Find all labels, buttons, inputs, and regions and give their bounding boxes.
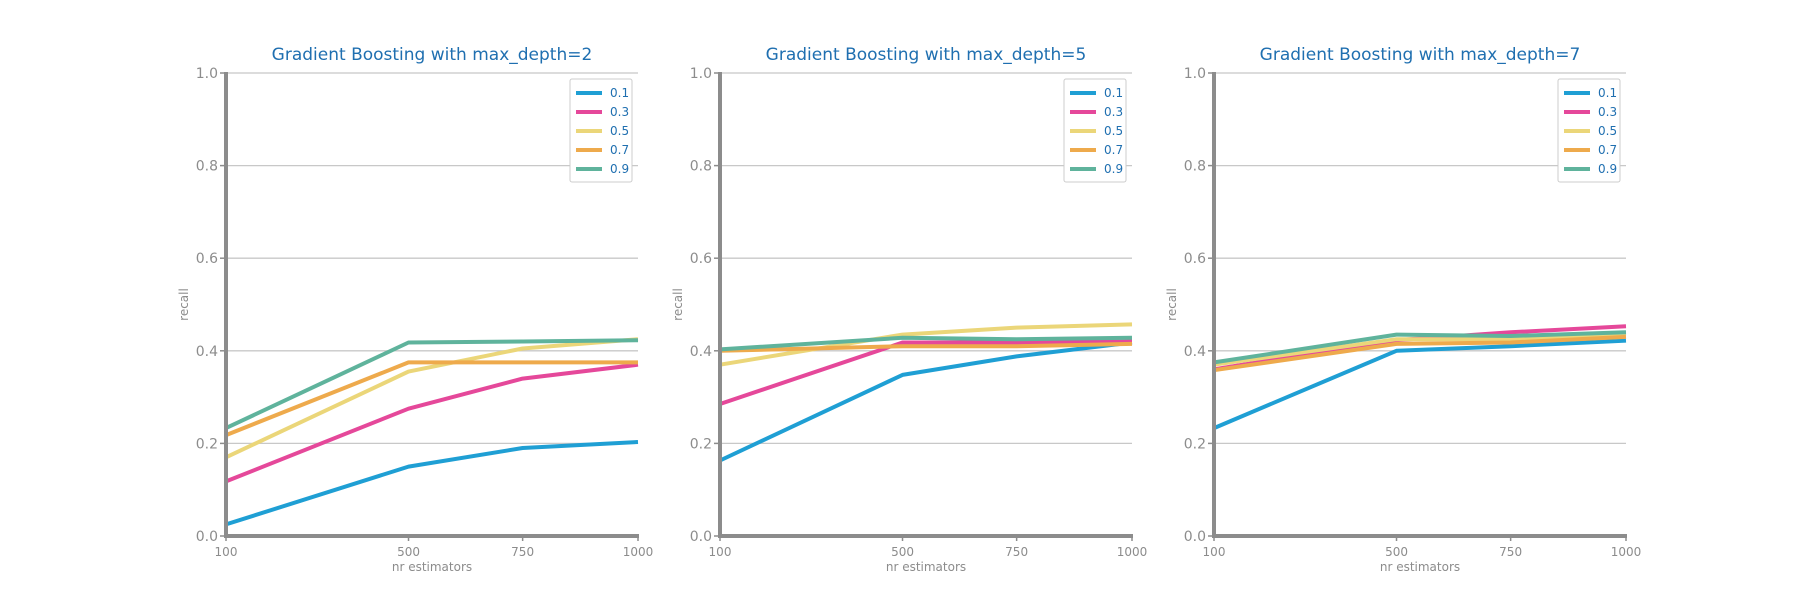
legend-label: 0.9 <box>610 162 629 176</box>
x-tick-label: 1000 <box>1611 545 1642 559</box>
y-axis-label: recall <box>1165 288 1179 321</box>
x-tick-label: 1000 <box>623 545 654 559</box>
x-tick-label: 100 <box>1203 545 1226 559</box>
y-tick-label: 0.6 <box>690 251 712 267</box>
legend-label: 0.1 <box>1104 86 1123 100</box>
legend-label: 0.9 <box>1104 162 1123 176</box>
legend-label: 0.3 <box>1598 105 1617 119</box>
x-tick-label: 1000 <box>1117 545 1148 559</box>
x-axis-label: nr estimators <box>392 560 472 574</box>
legend-label: 0.7 <box>1104 143 1123 157</box>
x-tick-label: 100 <box>709 545 732 559</box>
legend-label: 0.9 <box>1598 162 1617 176</box>
x-tick-label: 100 <box>215 545 238 559</box>
legend-label: 0.1 <box>610 86 629 100</box>
series-line-0.9 <box>1213 330 1627 365</box>
y-tick-label: 1.0 <box>196 66 218 82</box>
chart-panel-2: Gradient Boosting with max_depth=5 0.0 0.2… <box>671 45 1147 574</box>
x-tick-label: 750 <box>1499 545 1522 559</box>
legend-label: 0.7 <box>610 143 629 157</box>
y-tick-label: 0.6 <box>1184 251 1206 267</box>
y-axis-label: recall <box>177 288 191 321</box>
y-tick-label: 0.8 <box>196 159 218 175</box>
chart-panel-1: Gradient Boosting with max_depth=2 0.0 0.2… <box>177 45 653 574</box>
y-tick-label: 0.4 <box>1184 344 1206 360</box>
x-tick-label: 500 <box>397 545 420 559</box>
y-tick-label: 0.4 <box>690 344 712 360</box>
legend-label: 0.5 <box>1598 124 1617 138</box>
series-line-0.1 <box>719 340 1133 463</box>
series-line-0.9 <box>225 338 639 430</box>
series-line-0.7 <box>1213 334 1627 373</box>
series-line-0.3 <box>225 362 639 484</box>
series-line-0.1 <box>1213 338 1627 430</box>
y-tick-label: 0.8 <box>690 159 712 175</box>
legend-label: 0.3 <box>610 105 629 119</box>
y-axis-label: recall <box>671 288 685 321</box>
x-axis-label: nr estimators <box>1380 560 1460 574</box>
series-line-0.5 <box>1213 331 1627 367</box>
y-tick-label: 0.0 <box>196 529 218 545</box>
chart-title: Gradient Boosting with max_depth=7 <box>1260 45 1581 65</box>
x-tick-label: 750 <box>511 545 534 559</box>
legend-label: 0.5 <box>1104 124 1123 138</box>
legend-label: 0.7 <box>1598 143 1617 157</box>
series-line-0.9 <box>719 335 1133 352</box>
y-tick-label: 1.0 <box>690 66 712 82</box>
series-line-0.1 <box>225 440 639 527</box>
legend-label: 0.5 <box>610 124 629 138</box>
y-tick-label: 0.0 <box>690 529 712 545</box>
y-tick-label: 1.0 <box>1184 66 1206 82</box>
series-line-0.5 <box>225 337 639 460</box>
legend-label: 0.3 <box>1104 105 1123 119</box>
x-axis-label: nr estimators <box>886 560 966 574</box>
x-tick-label: 500 <box>1385 545 1408 559</box>
y-tick-label: 0.2 <box>1184 436 1206 452</box>
y-tick-label: 0.8 <box>1184 159 1206 175</box>
series-line-0.7 <box>225 360 638 437</box>
series-line-0.3 <box>719 339 1133 406</box>
chart-title: Gradient Boosting with max_depth=2 <box>272 45 593 65</box>
x-tick-label: 750 <box>1005 545 1028 559</box>
y-tick-label: 0.2 <box>690 436 712 452</box>
chart-title: Gradient Boosting with max_depth=5 <box>766 45 1087 65</box>
series-line-0.7 <box>719 341 1133 353</box>
y-tick-label: 0.6 <box>196 251 218 267</box>
y-tick-label: 0.2 <box>196 436 218 452</box>
legend-label: 0.1 <box>1598 86 1617 100</box>
y-tick-label: 0.0 <box>1184 529 1206 545</box>
y-tick-label: 0.4 <box>196 344 218 360</box>
x-tick-label: 500 <box>891 545 914 559</box>
chart-panel-3: Gradient Boosting with max_depth=7 0.0 0.2… <box>1165 45 1641 574</box>
